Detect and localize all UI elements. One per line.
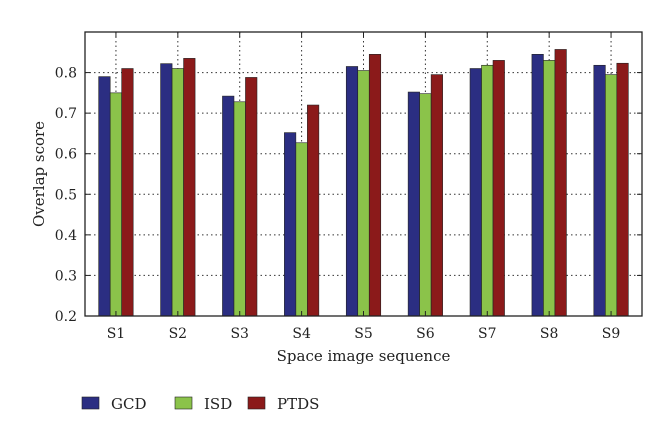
bar-gcd-s7 <box>469 68 482 317</box>
x-tick-label: S5 <box>354 326 373 342</box>
bar-isd-s7 <box>481 64 494 317</box>
bar-ptds-s1 <box>121 68 134 317</box>
bar-gcd-s1 <box>98 76 111 317</box>
bar-isd-s6 <box>419 93 432 317</box>
bar-ptds-s7 <box>492 60 505 317</box>
bar-gcd-s2 <box>160 63 173 317</box>
x-tick-label: S1 <box>107 326 126 342</box>
bar-isd-s3 <box>233 101 246 317</box>
bar-ptds-s2 <box>183 58 196 317</box>
y-tick-label: 0.4 <box>55 228 77 244</box>
bar-isd-s2 <box>171 68 184 317</box>
x-ticks: S1 S2 S3 S4 S5 S6 S7 S8 S9 <box>107 32 621 342</box>
legend-label-isd: ISD <box>204 395 232 413</box>
y-tick-label: 0.2 <box>55 309 77 325</box>
bars <box>98 49 629 317</box>
bar-ptds-s4 <box>307 104 320 317</box>
bar-isd-s4 <box>295 142 308 317</box>
x-tick-label: S7 <box>478 326 497 342</box>
legend-label-ptds: PTDS <box>277 395 319 413</box>
x-axis-label: Space image sequence <box>277 347 451 365</box>
bar-isd-s9 <box>605 74 618 317</box>
legend: GCD ISD PTDS <box>81 395 319 413</box>
bar-ptds-s8 <box>554 49 567 317</box>
bar-gcd-s3 <box>222 95 235 317</box>
bar-gcd-s8 <box>531 54 544 317</box>
bar-isd-s5 <box>357 70 370 317</box>
y-tick-label: 0.8 <box>55 66 77 82</box>
bar-isd-s1 <box>109 92 122 317</box>
y-tick-label: 0.5 <box>55 187 77 203</box>
legend-label-gcd: GCD <box>111 395 147 413</box>
y-tick-label: 0.7 <box>55 106 77 122</box>
y-axis-label: Overlap score <box>30 121 48 227</box>
x-tick-label: S6 <box>416 326 435 342</box>
bar-ptds-s5 <box>368 54 382 317</box>
legend-swatch-gcd <box>81 396 100 410</box>
y-tick-label: 0.3 <box>55 268 77 284</box>
x-tick-label: S8 <box>540 326 559 342</box>
x-tick-label: S9 <box>602 326 621 342</box>
bar-gcd-s9 <box>593 64 606 317</box>
bar-gcd-s4 <box>284 132 297 317</box>
bar-ptds-s6 <box>430 74 443 317</box>
y-ticks: 0.2 0.3 0.4 0.5 0.6 0.7 0.8 <box>55 66 642 325</box>
bar-gcd-s5 <box>345 66 359 317</box>
y-tick-label: 0.6 <box>55 147 77 163</box>
legend-swatch-isd <box>174 396 193 410</box>
bar-gcd-s6 <box>407 91 420 317</box>
bar-isd-s8 <box>543 60 556 317</box>
legend-swatch-ptds <box>247 396 266 410</box>
x-tick-label: S3 <box>230 326 249 342</box>
x-tick-label: S4 <box>292 326 311 342</box>
bar-ptds-s3 <box>245 77 258 317</box>
bar-ptds-s9 <box>616 62 629 317</box>
x-tick-label: S2 <box>169 326 188 342</box>
